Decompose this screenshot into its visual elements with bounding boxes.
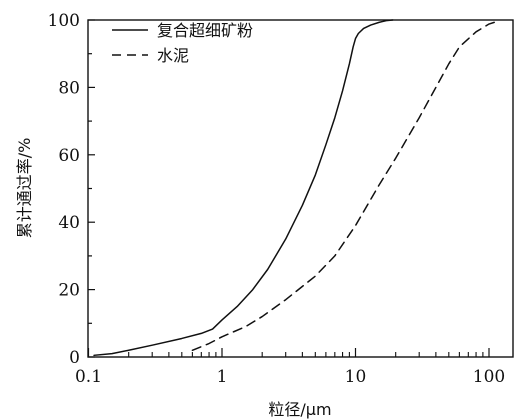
series-line-cement: [191, 19, 501, 352]
legend-entry: 复合超细矿粉: [157, 21, 253, 40]
x-tick-label: 0.1: [75, 367, 102, 387]
legend-entry: 水泥: [157, 46, 189, 65]
plot-frame: [87, 19, 514, 358]
x-tick-label: 1: [217, 367, 228, 387]
x-axis-label: 粒径/μm: [268, 400, 331, 419]
y-tick-label: 60: [58, 146, 80, 166]
x-tick-label: 10: [345, 367, 367, 387]
axis-ticks: [87, 19, 490, 358]
y-tick-label: 20: [58, 281, 80, 301]
series-line-composite-ultrafine-slag: [93, 19, 394, 357]
y-tick-label: 0: [69, 348, 80, 368]
y-tick-label: 100: [48, 11, 80, 31]
y-axis-label: 累计通过率/%: [15, 138, 34, 239]
x-tick-label: 100: [473, 367, 505, 387]
y-tick-label: 80: [58, 78, 80, 98]
y-tick-label: 40: [58, 213, 80, 233]
series-layer: [93, 19, 501, 357]
axis-tick-labels: 0 20 40 60 80 100 0.1 1 10 100: [48, 11, 506, 387]
